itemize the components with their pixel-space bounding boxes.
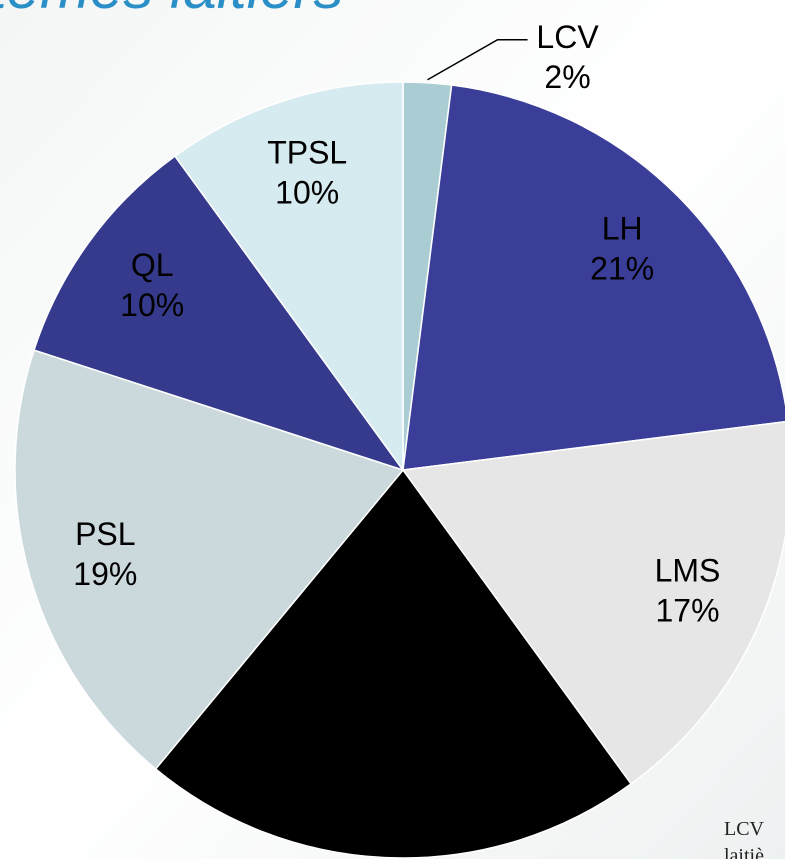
footnote: laitiè (724, 845, 764, 859)
value-label: 10% (120, 287, 184, 323)
footnote: LCV (724, 818, 765, 840)
slice-label: QL (131, 247, 174, 283)
value-label: 17% (655, 593, 719, 629)
slice-label: LMS (655, 553, 721, 589)
value-label: 21% (590, 250, 654, 286)
slice-label: PSL (75, 516, 135, 552)
pie-slice (14, 349, 405, 771)
chart-title: stèmes laitiers (0, 0, 343, 21)
slice-label: TPSL (267, 135, 347, 171)
pie-slice (173, 81, 404, 473)
pie-slice (402, 84, 785, 471)
leader-line (427, 39, 528, 81)
value-label: 2% (544, 59, 590, 95)
value-label: 19% (73, 556, 137, 592)
slice-label: LH (602, 210, 643, 246)
pie-slice (154, 468, 633, 859)
slice-label: LCV (536, 19, 599, 55)
pie-slice (401, 420, 785, 785)
value-label: 10% (275, 175, 339, 211)
pie-slice (33, 155, 405, 472)
